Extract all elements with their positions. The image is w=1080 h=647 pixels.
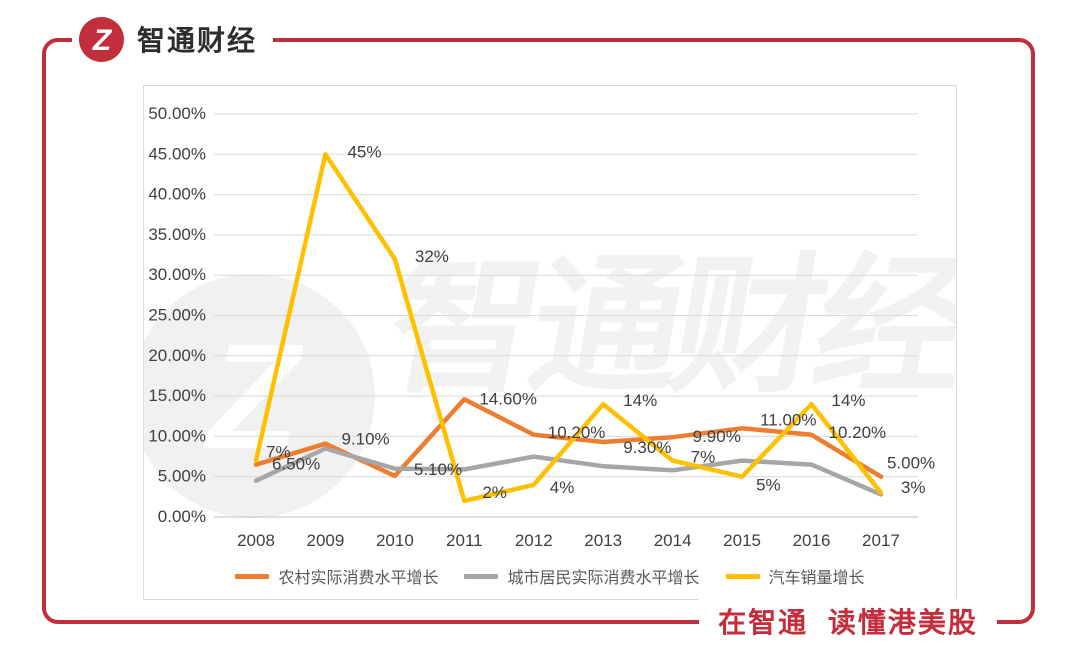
svg-text:智通财经: 智通财经 <box>376 243 956 411</box>
svg-text:2008: 2008 <box>237 531 275 550</box>
svg-text:5.00%: 5.00% <box>887 454 935 473</box>
legend-swatch-rural <box>235 573 270 579</box>
svg-text:2014: 2014 <box>654 531 692 550</box>
brand-logo: Z 智通财经 <box>72 8 274 70</box>
brand-frame <box>42 38 1035 624</box>
svg-text:2013: 2013 <box>584 531 622 550</box>
svg-text:32%: 32% <box>415 247 449 266</box>
brand-name: 智通财经 <box>137 25 258 56</box>
svg-text:45%: 45% <box>347 142 381 161</box>
svg-text:50.00%: 50.00% <box>148 104 206 123</box>
legend-swatch-urban <box>464 573 499 579</box>
svg-text:2011: 2011 <box>446 531 483 550</box>
svg-text:5%: 5% <box>756 476 781 495</box>
svg-text:2%: 2% <box>482 483 507 502</box>
svg-text:2016: 2016 <box>793 531 831 550</box>
legend-label-urban: 城市居民实际消费水平增长 <box>507 570 700 587</box>
chart-legend: 农村实际消费水平增长 城市居民实际消费水平增长 汽车销量增长 <box>144 565 956 587</box>
svg-text:7%: 7% <box>266 443 291 462</box>
svg-text:10.20%: 10.20% <box>548 423 606 442</box>
svg-text:11.00%: 11.00% <box>760 410 816 429</box>
legend-item-urban: 城市居民实际消费水平增长 <box>464 564 700 588</box>
svg-text:14%: 14% <box>623 391 657 410</box>
svg-text:2010: 2010 <box>376 531 414 550</box>
svg-text:6.50%: 6.50% <box>272 455 320 474</box>
brand-tagline: 在智通 读懂港美股 <box>699 598 997 644</box>
svg-text:25.00%: 25.00% <box>148 306 206 325</box>
svg-text:5.00%: 5.00% <box>158 467 206 486</box>
legend-swatch-auto <box>725 573 760 579</box>
svg-text:4%: 4% <box>550 478 575 497</box>
svg-text:3%: 3% <box>901 478 926 497</box>
svg-text:9.10%: 9.10% <box>341 430 389 449</box>
chart-panel: Z 智通财经 0.00% 5.00% 10.00% 15.00% 20.00% 25.00% 3… <box>143 85 957 600</box>
legend-item-auto: 汽车销量增长 <box>725 564 865 588</box>
svg-text:15.00%: 15.00% <box>148 386 206 405</box>
svg-text:9.30%: 9.30% <box>623 438 671 457</box>
svg-text:45.00%: 45.00% <box>148 144 206 163</box>
svg-text:14%: 14% <box>832 391 866 410</box>
svg-text:9.90%: 9.90% <box>693 427 741 446</box>
svg-text:7%: 7% <box>691 448 716 467</box>
legend-label-auto: 汽车销量增长 <box>768 570 865 587</box>
svg-text:10.20%: 10.20% <box>829 423 887 442</box>
svg-text:2017: 2017 <box>862 531 900 550</box>
svg-text:2015: 2015 <box>723 531 761 550</box>
svg-text:30.00%: 30.00% <box>148 265 206 284</box>
line-chart: Z 智通财经0.00%5.00%10.00%15.00%20.00%25.00%3… <box>144 104 956 550</box>
svg-text:0.00%: 0.00% <box>158 507 206 526</box>
svg-text:40.00%: 40.00% <box>148 185 206 204</box>
svg-text:10.00%: 10.00% <box>148 426 206 445</box>
svg-text:14.60%: 14.60% <box>479 389 537 408</box>
svg-text:20.00%: 20.00% <box>148 346 206 365</box>
legend-label-rural: 农村实际消费水平增长 <box>278 570 439 587</box>
svg-text:5.10%: 5.10% <box>414 460 462 479</box>
svg-text:2012: 2012 <box>515 531 553 550</box>
svg-text:35.00%: 35.00% <box>148 225 206 244</box>
zhitong-logo-icon: Z <box>79 16 124 62</box>
logo-monogram-glyph: Z <box>92 24 113 57</box>
svg-text:2009: 2009 <box>307 531 345 550</box>
legend-item-rural: 农村实际消费水平增长 <box>235 564 438 588</box>
